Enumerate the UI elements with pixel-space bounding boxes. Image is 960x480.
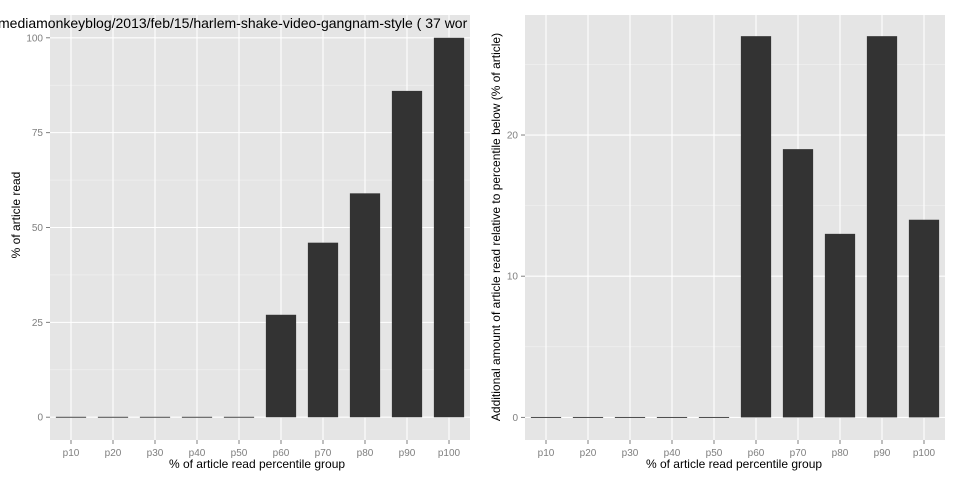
bar-p50 [698, 416, 730, 418]
bar-p20 [572, 416, 604, 418]
x-tick-label: p80 [357, 448, 374, 459]
bar-p10 [55, 416, 87, 418]
y-tick-label: 0 [37, 413, 43, 424]
x-tick-label: p20 [105, 448, 122, 459]
x-tick-label: p60 [273, 448, 290, 459]
y-axis-title: % of article read [9, 172, 23, 259]
x-axis-title: % of article read percentile group [646, 457, 822, 471]
y-tick-label: 100 [26, 33, 43, 44]
x-tick-label: p70 [315, 448, 332, 459]
x-tick-label: p30 [622, 448, 639, 459]
bar-p80 [349, 193, 381, 418]
bar-p80 [824, 233, 856, 418]
x-tick-label: p40 [664, 448, 681, 459]
chart-title: mediamonkeyblog/2013/feb/15/harlem-shake… [0, 15, 468, 31]
bar-p100 [908, 219, 940, 418]
y-tick-label: 20 [507, 131, 519, 142]
x-axis-title: % of article read percentile group [169, 457, 345, 471]
bar-p40 [656, 416, 688, 418]
x-tick-label: p10 [63, 448, 80, 459]
x-tick-label: p80 [832, 448, 849, 459]
x-tick-label: p60 [748, 448, 765, 459]
x-tick-label: p10 [538, 448, 555, 459]
bar-p40 [181, 416, 213, 418]
x-tick-label: p70 [790, 448, 807, 459]
bar-p50 [223, 416, 255, 418]
bar-p70 [782, 149, 814, 418]
x-tick-label: p30 [147, 448, 164, 459]
x-tick-label: p20 [580, 448, 597, 459]
x-tick-label: p50 [706, 448, 723, 459]
bar-p90 [391, 90, 423, 418]
y-tick-label: 50 [32, 223, 44, 234]
x-tick-label: p100 [913, 448, 936, 459]
x-tick-label: p40 [189, 448, 206, 459]
bar-p90 [866, 36, 898, 418]
y-tick-label: 25 [32, 318, 44, 329]
bar-p70 [307, 242, 339, 418]
y-tick-label: 75 [32, 128, 44, 139]
x-tick-label: p90 [399, 448, 416, 459]
x-tick-label: p100 [438, 448, 461, 459]
chart-panel-right: 0 10 20 p10 p20 p30 p40 p50 p60 p70 p80 p90 p100 % of… [489, 15, 945, 471]
x-tick-label: p50 [231, 448, 248, 459]
bar-p100 [433, 37, 465, 418]
chart-panel-left: 0 25 50 75 100 p10 p20 p30 p40 p50 p60 p70 p80 p90 p10… [0, 15, 470, 471]
y-tick-label: 0 [512, 413, 518, 424]
bar-p30 [139, 416, 171, 418]
bar-p30 [614, 416, 646, 418]
y-tick-label: 10 [507, 272, 519, 283]
x-tick-label: p90 [874, 448, 891, 459]
bar-p60 [740, 36, 772, 418]
bar-p60 [265, 314, 297, 418]
bar-p20 [97, 416, 129, 418]
bar-p10 [530, 416, 562, 418]
y-axis-title: Additional amount of article read relati… [489, 33, 503, 421]
